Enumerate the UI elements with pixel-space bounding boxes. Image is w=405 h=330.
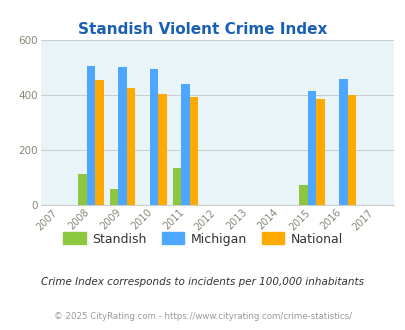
Bar [149, 69, 158, 205]
Bar [158, 94, 166, 205]
Text: Standish Violent Crime Index: Standish Violent Crime Index [78, 22, 327, 37]
Bar [315, 99, 324, 205]
Bar [347, 95, 355, 205]
Text: Crime Index corresponds to incidents per 100,000 inhabitants: Crime Index corresponds to incidents per… [41, 277, 364, 287]
Bar [298, 185, 307, 205]
Bar [126, 88, 135, 205]
Bar [110, 189, 118, 205]
Bar [181, 83, 190, 205]
Bar [95, 80, 104, 205]
Bar [307, 91, 315, 205]
Text: © 2025 CityRating.com - https://www.cityrating.com/crime-statistics/: © 2025 CityRating.com - https://www.city… [54, 312, 351, 321]
Bar [118, 67, 126, 205]
Bar [87, 66, 95, 205]
Bar [190, 97, 198, 205]
Bar [173, 168, 181, 205]
Bar [338, 79, 347, 205]
Bar [78, 174, 87, 205]
Legend: Standish, Michigan, National: Standish, Michigan, National [58, 227, 347, 250]
